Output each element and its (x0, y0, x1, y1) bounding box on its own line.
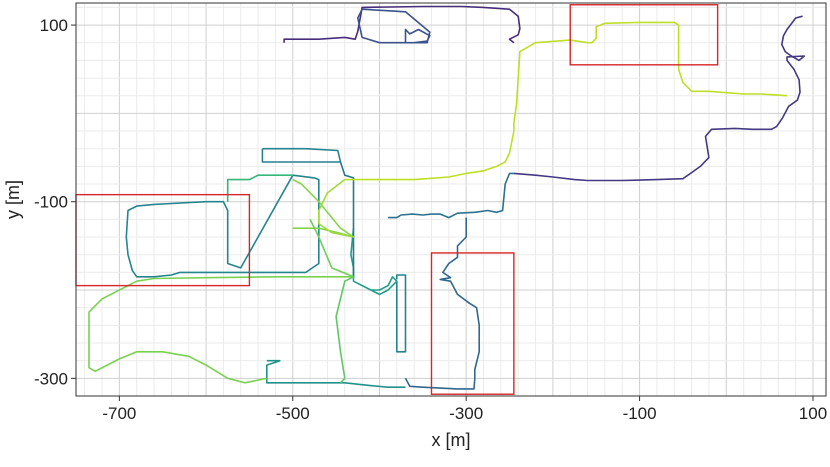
trajectory-line-14 (88, 276, 354, 384)
y-tick-label: -100 (34, 193, 68, 212)
x-tick-label: -700 (102, 404, 136, 423)
trajectory-line-2 (357, 8, 431, 44)
trajectory-line-4 (388, 172, 514, 219)
trajectory-line-16 (344, 21, 788, 181)
trajectory-line-18 (318, 178, 354, 238)
y-tick-label: -300 (34, 369, 68, 388)
trajectory-line-12 (226, 174, 293, 202)
trajectory-line-5 (404, 217, 480, 390)
trajectory-line-8 (350, 228, 398, 296)
trajectory-line-17 (309, 219, 354, 278)
highlight-box-1 (569, 4, 719, 66)
trajectory-line-9 (261, 147, 342, 163)
trajectory-line-7 (266, 359, 406, 388)
trajectory-line-10 (339, 161, 355, 277)
grid-lines (76, 3, 826, 397)
trajectory-series (88, 5, 806, 390)
y-tick-label: 100 (40, 16, 68, 35)
x-tick-label: 100 (799, 404, 827, 423)
trajectory-line-11 (125, 174, 320, 278)
trajectory-line-3 (513, 15, 806, 182)
x-axis-ticks: -700 -500 -300 -100 100 (102, 396, 827, 423)
trajectory-line-1 (283, 5, 521, 44)
x-tick-label: -100 (623, 404, 657, 423)
x-axis-label: x [m] (432, 430, 471, 450)
plot-frame (75, 2, 827, 397)
trajectory-line-6 (396, 274, 407, 353)
highlight-box-3 (430, 252, 515, 395)
y-axis-ticks: 100 -100 -300 (34, 16, 76, 388)
y-axis-label: y [m] (3, 180, 23, 219)
x-tick-label: -300 (449, 404, 483, 423)
x-tick-label: -500 (276, 404, 310, 423)
trajectory-line-13 (335, 276, 354, 384)
trajectory-line-15 (292, 178, 355, 238)
